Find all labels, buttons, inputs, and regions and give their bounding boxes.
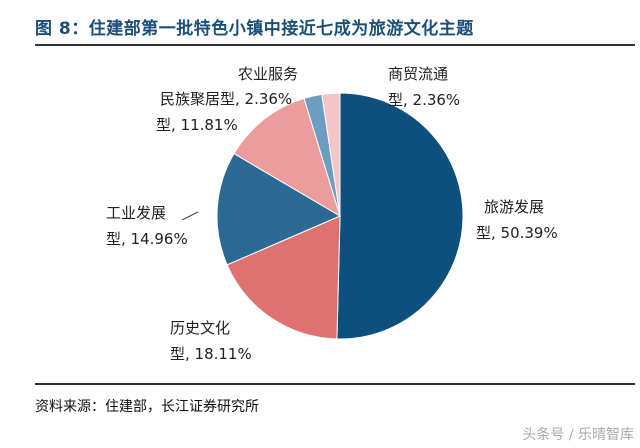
slice-label: 型, 11.81% <box>156 116 238 134</box>
pie-slice-2 <box>226 215 341 340</box>
slice-label: 民族聚居型, 2.36% <box>160 90 292 108</box>
slice-label: 旅游发展 <box>484 198 544 216</box>
leader-line <box>181 211 199 221</box>
pie-slice-1 <box>336 92 464 340</box>
watermark: 头条号 / 乐晴智库 <box>522 427 634 443</box>
chart-title: 图 8：住建部第一批特色小镇中接近七成为旅游文化主题 <box>35 19 474 39</box>
slice-label: 农业服务 <box>238 65 298 83</box>
pie-slice-4 <box>233 97 341 218</box>
slice-label: 型, 50.39% <box>476 224 558 242</box>
slice-label: 型, 2.36% <box>388 91 460 109</box>
slice-label: 工业发展 <box>106 204 166 222</box>
bottom-divider <box>35 383 635 385</box>
slice-label: 历史文化 <box>170 319 230 337</box>
slice-label: 商贸流通 <box>388 65 448 83</box>
top-divider <box>35 44 635 46</box>
pie-slice-6 <box>321 92 341 217</box>
slice-label: 型, 18.11% <box>170 345 252 363</box>
slice-label: 型, 14.96% <box>106 230 188 248</box>
source-note: 资料来源：住建部，长江证券研究所 <box>35 399 259 415</box>
pie-slice-3 <box>216 152 342 266</box>
